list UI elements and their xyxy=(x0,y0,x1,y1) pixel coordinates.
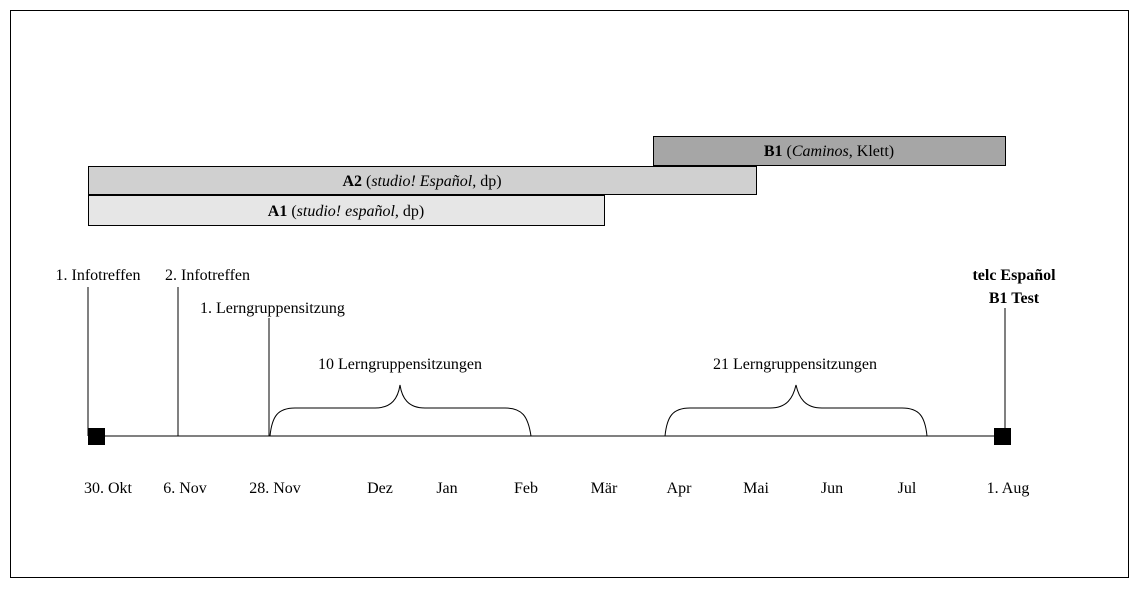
span-label: 10 Lerngruppensitzungen xyxy=(318,356,482,373)
phase-part: A2 xyxy=(342,173,362,190)
timeline-label: Feb xyxy=(514,480,538,497)
timeline-label: 30. Okt xyxy=(84,480,133,497)
phase-bar xyxy=(88,195,605,226)
phase-part: Caminos xyxy=(792,143,849,160)
phase-part: ( xyxy=(362,173,371,190)
brace xyxy=(269,384,532,437)
timeline-labels: 30. Okt 6. Nov 28. Nov Dez Jan Feb Mär Apr Mai Ju… xyxy=(84,480,1029,497)
timeline-end xyxy=(994,428,1011,445)
phase-label: A2 (studio! Español, dp) xyxy=(342,173,501,190)
timeline-label: 6. Nov xyxy=(163,480,207,497)
brace xyxy=(664,384,928,437)
phase-label: B1 (Caminos, Klett) xyxy=(764,143,894,160)
frame xyxy=(10,10,1129,578)
timeline-label: Jun xyxy=(821,480,843,497)
timeline-label: Apr xyxy=(667,480,693,497)
timeline-label: Mai xyxy=(743,480,769,497)
phase-part: studio! Español xyxy=(371,173,472,190)
phase-part: , dp) xyxy=(472,173,501,190)
phase-bar xyxy=(653,136,1006,166)
phase-part: B1 xyxy=(764,143,783,160)
milestone-label: 1. Infotreffen xyxy=(56,267,141,284)
span-label: 21 Lerngruppensitzungen xyxy=(713,356,877,373)
exam-label: telc Español xyxy=(972,267,1056,284)
exam-label: B1 Test xyxy=(989,290,1040,307)
phase-part: , dp) xyxy=(395,203,424,220)
timeline-label: Mär xyxy=(591,480,618,497)
phase-part: studio! español xyxy=(297,203,396,220)
phase-part: ( xyxy=(783,143,792,160)
phase-part: , Klett) xyxy=(849,143,894,160)
timeline-start xyxy=(88,428,105,445)
phase-part: ( xyxy=(287,203,296,220)
phase-label: A1 (studio! español, dp) xyxy=(268,203,424,220)
phase-part: A1 xyxy=(268,203,288,220)
timeline-label: Jul xyxy=(898,480,917,497)
timeline-label: Dez xyxy=(367,480,393,497)
milestone-label: 1. Lerngruppensitzung xyxy=(200,300,345,317)
timeline-label: 28. Nov xyxy=(249,480,301,497)
phase-bar xyxy=(88,166,757,195)
timeline-label: Jan xyxy=(436,480,457,497)
timeline-label: 1. Aug xyxy=(987,480,1030,497)
milestone-label: 2. Infotreffen xyxy=(165,267,250,284)
